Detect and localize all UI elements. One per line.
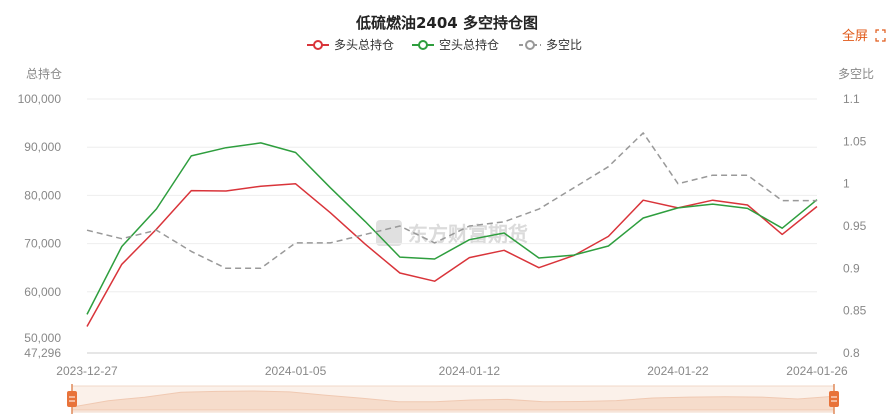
y-right-tick-label: 0.9: [843, 261, 860, 275]
range-slider-right-handle[interactable]: [829, 384, 839, 414]
watermark-logo: [376, 220, 402, 246]
x-tick-label: 2023-12-27: [56, 364, 118, 378]
fullscreen-icon: [875, 29, 886, 42]
series-line: [86, 142, 818, 315]
legend-marker: [313, 40, 323, 50]
x-tick-label: 2024-01-26: [786, 364, 848, 378]
legend-marker: [525, 40, 535, 50]
range-slider-preview: [71, 390, 835, 411]
series-line: [86, 183, 818, 327]
y-left-tick-label: 50,000: [24, 331, 61, 345]
y-right-tick-label: 0.8: [843, 346, 860, 360]
x-ticks: 2023-12-27 2024-01-05 2024-01-12 2024-01-22…: [56, 364, 848, 378]
y-right-tick-label: 1.1: [843, 92, 860, 106]
y-left-tick-label: 100,000: [18, 92, 62, 106]
chart-title: 低硫燃油2404 多空持仓图: [355, 14, 538, 32]
x-tick-label: 2024-01-12: [439, 364, 501, 378]
x-tick-label: 2024-01-22: [647, 364, 709, 378]
y-right-ticks: 1.1 1.05 1 0.95 0.9 0.85 0.8: [843, 92, 867, 360]
legend-label: 多头总持仓: [334, 37, 394, 52]
y-left-axis-label: 总持仓: [26, 66, 62, 81]
x-tick-label: 2024-01-05: [265, 364, 327, 378]
legend-label: 多空比: [546, 38, 582, 52]
legend-item[interactable]: 空头总持仓: [412, 37, 499, 52]
y-right-tick-label: 0.95: [843, 219, 867, 233]
grid: [87, 98, 817, 354]
y-left-ticks: 100,000 90,000 80,000 70,000 60,000 50,00047,…: [18, 92, 62, 360]
y-right-tick-label: 1.05: [843, 134, 867, 148]
range-slider-left-handle[interactable]: [67, 384, 77, 414]
y-left-tick-label: 90,000: [24, 140, 61, 154]
watermark-text: 东方财富期货: [408, 222, 528, 246]
range-slider[interactable]: [67, 384, 839, 414]
y-left-tick-label: 47,296: [24, 346, 61, 360]
legend: 多头总持仓 空头总持仓 多空比: [307, 37, 582, 52]
fullscreen-label: 全屏: [842, 28, 868, 44]
y-right-tick-label: 0.85: [843, 304, 867, 318]
series-line: [86, 132, 817, 270]
legend-label: 空头总持仓: [439, 37, 499, 52]
y-right-axis-label: 多空比: [838, 67, 874, 81]
y-right-tick-label: 1: [843, 177, 850, 191]
y-left-tick-label: 70,000: [24, 237, 61, 251]
y-left-tick-label: 60,000: [24, 285, 61, 299]
legend-marker: [418, 40, 428, 50]
y-left-tick-label: 80,000: [24, 188, 61, 202]
series-layer: [86, 132, 818, 327]
legend-item[interactable]: 多空比: [519, 38, 582, 52]
legend-item[interactable]: 多头总持仓: [307, 37, 394, 52]
fullscreen-button[interactable]: 全屏: [842, 28, 886, 44]
